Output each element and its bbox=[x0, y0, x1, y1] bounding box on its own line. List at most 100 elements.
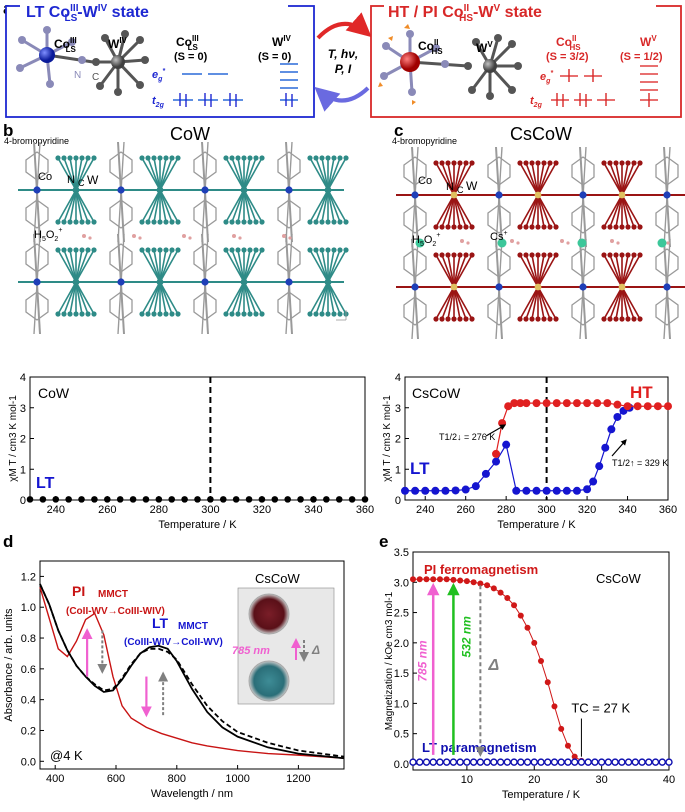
panel-b-co: Co bbox=[38, 171, 52, 183]
data-point bbox=[155, 496, 163, 503]
cyanide-atom bbox=[151, 219, 157, 225]
cyanide-atom bbox=[553, 160, 559, 166]
data-point bbox=[436, 758, 444, 766]
cyanide-atom bbox=[607, 160, 613, 166]
cyanide-bond bbox=[243, 281, 263, 315]
cyanide-bond bbox=[225, 157, 245, 191]
cyanide-bond bbox=[315, 281, 329, 315]
h5o2-site bbox=[82, 234, 86, 238]
data-point bbox=[511, 602, 518, 609]
cyanide-bond bbox=[147, 249, 161, 283]
data-point bbox=[258, 496, 266, 503]
data-point bbox=[504, 402, 513, 411]
cyanide-atom bbox=[625, 252, 631, 258]
h5o2-site bbox=[566, 241, 570, 245]
cyanide-bond bbox=[621, 194, 641, 228]
co-atom-lt bbox=[39, 47, 55, 63]
chart-e-magnetization: 10 20 30 40 0.0 0.5 1.0 1.5 2.0 2.5 3.0 3.5 Temperat… bbox=[384, 547, 675, 801]
pyridine-ring bbox=[655, 204, 679, 234]
panel-c-n: N bbox=[446, 181, 454, 193]
data-point bbox=[570, 758, 579, 766]
data-point bbox=[664, 402, 672, 411]
cyanide-bond bbox=[243, 157, 257, 191]
annotation-arrow bbox=[611, 439, 627, 457]
cyanide-atom bbox=[55, 247, 61, 253]
cyanide-bond bbox=[63, 281, 77, 315]
lt-co-label: CoIII LS bbox=[54, 36, 77, 54]
chart-b-cow: 240 260 280 300 320 340 360 0 1 2 3 4 Temperature / … bbox=[8, 372, 374, 531]
data-point bbox=[181, 496, 188, 503]
cyanide-bond bbox=[237, 157, 245, 191]
cyanide-atom bbox=[451, 252, 457, 258]
cyanide-atom bbox=[139, 247, 145, 253]
panel-c-structure: c CsCoW 4-bromopyridine Co N C W H5O2+ C… bbox=[392, 121, 685, 340]
data-point bbox=[470, 579, 477, 586]
cyanide-atom bbox=[469, 252, 475, 258]
cyanide-atom bbox=[319, 155, 325, 161]
x-axis-label: Temperature / K bbox=[497, 519, 576, 531]
cyanide-bond bbox=[225, 281, 245, 315]
data-point bbox=[510, 399, 519, 408]
cyanide-bond bbox=[435, 286, 455, 320]
cyanide-atom bbox=[145, 311, 151, 317]
pyridine-ring bbox=[571, 248, 595, 278]
cyanide-atom bbox=[619, 252, 625, 258]
cyanide-atom bbox=[457, 224, 463, 230]
y-axis-label: χM T / cm3 K mol-1 bbox=[382, 395, 393, 482]
cyanide-bond bbox=[603, 254, 623, 288]
data-point bbox=[310, 496, 317, 503]
x-tick-label: 10 bbox=[461, 774, 473, 786]
pyridine-ring bbox=[655, 156, 679, 186]
data-point bbox=[643, 402, 652, 411]
data-point bbox=[232, 496, 240, 503]
cyanide-bond bbox=[159, 249, 173, 283]
cyanide-bond bbox=[603, 194, 623, 228]
cyanide-atom bbox=[601, 224, 607, 230]
data-point bbox=[504, 595, 511, 602]
cyanide-atom bbox=[637, 224, 643, 230]
cyanide-atom bbox=[523, 316, 529, 322]
cyanide-atom bbox=[241, 155, 247, 161]
data-point bbox=[450, 576, 457, 583]
cyanide-bond bbox=[315, 157, 329, 191]
data-point bbox=[532, 399, 541, 408]
cyanide-bond bbox=[75, 281, 89, 315]
y-tick-label: 2.5 bbox=[394, 608, 409, 620]
panel-c-h5o2: H5O2+ bbox=[412, 232, 440, 248]
cyanide-bond bbox=[441, 254, 455, 288]
pyridine-ring bbox=[403, 156, 427, 186]
h5o2-site bbox=[282, 234, 286, 238]
data-point bbox=[631, 758, 640, 766]
cyanide-bond bbox=[315, 189, 329, 223]
cyanide-bond bbox=[153, 249, 161, 283]
h5o2-site bbox=[466, 241, 470, 245]
cyanide-bond bbox=[621, 254, 641, 288]
plot-frame bbox=[29, 376, 366, 501]
data-point bbox=[522, 486, 531, 495]
cyanide-atom bbox=[229, 311, 235, 317]
data-point bbox=[607, 425, 616, 434]
cyanide-atom bbox=[91, 247, 97, 253]
pyridine-ring bbox=[403, 296, 427, 326]
data-point bbox=[589, 477, 598, 486]
cyanide-bond bbox=[441, 286, 455, 320]
data-point bbox=[451, 486, 460, 495]
pyridine-ring bbox=[193, 151, 217, 181]
pyridine-ring bbox=[487, 248, 511, 278]
cyanide-bond bbox=[537, 194, 545, 228]
cyanide-bond bbox=[525, 194, 539, 228]
cyanide-bond bbox=[147, 189, 161, 223]
cyanide-atom bbox=[433, 224, 439, 230]
cyanide-bond bbox=[621, 286, 629, 320]
cyanide-atom bbox=[253, 219, 259, 225]
cyanide-bond bbox=[453, 286, 467, 320]
lt-co-spin: (S = 0) bbox=[174, 51, 208, 63]
panel-b-c: C bbox=[78, 178, 85, 188]
cyanide-bond bbox=[525, 254, 539, 288]
cyanide-bond bbox=[519, 286, 539, 320]
data-point bbox=[78, 496, 85, 503]
h5o2-site bbox=[560, 239, 564, 243]
panel-c-ligand: 4-bromopyridine bbox=[392, 136, 457, 146]
data-point bbox=[571, 753, 578, 760]
data-point bbox=[558, 725, 565, 732]
